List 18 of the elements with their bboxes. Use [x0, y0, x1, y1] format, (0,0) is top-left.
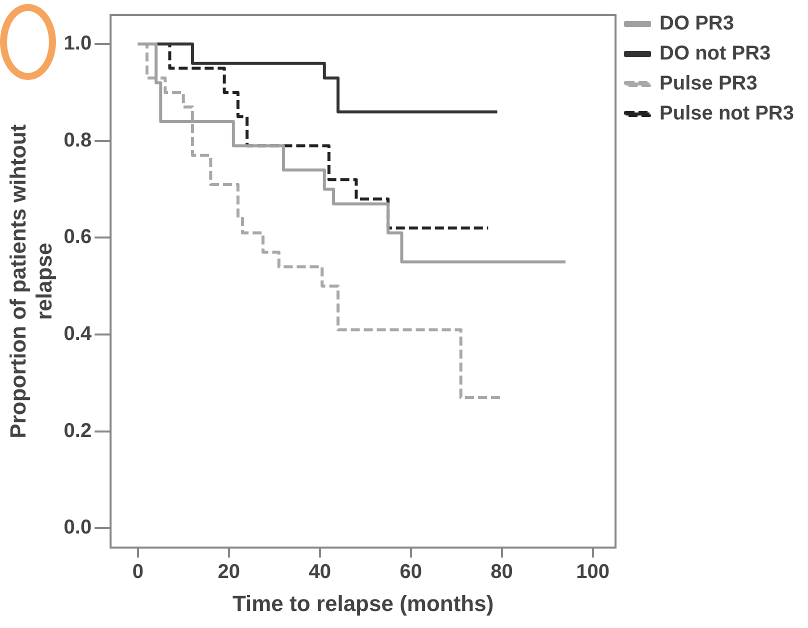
legend-label: Pulse not PR3 — [660, 102, 794, 125]
y-tick-label: 0.6 — [64, 226, 92, 248]
y-tick-label: 0.2 — [64, 420, 92, 442]
y-tick-label: 1.0 — [64, 32, 92, 55]
legend-label: DO PR3 — [660, 12, 734, 35]
y-tick-label: 0.4 — [64, 323, 92, 346]
y-tick-label: 0.0 — [64, 516, 92, 539]
x-axis-title: Time to relapse (months) — [232, 590, 494, 616]
x-tick-label: 60 — [400, 561, 422, 584]
x-tick-label: 80 — [490, 561, 513, 584]
x-tick-label: 0 — [132, 561, 144, 584]
legend-label: Pulse PR3 — [660, 72, 758, 95]
y-axis-title: Proportion of patients wihtout relapse — [5, 124, 57, 438]
y-tick-label: 0.8 — [64, 129, 92, 152]
x-tick-label: 40 — [308, 561, 331, 584]
x-tick-label: 100 — [576, 561, 610, 584]
x-tick-label: 20 — [218, 561, 240, 584]
legend-label: DO not PR3 — [660, 42, 771, 65]
